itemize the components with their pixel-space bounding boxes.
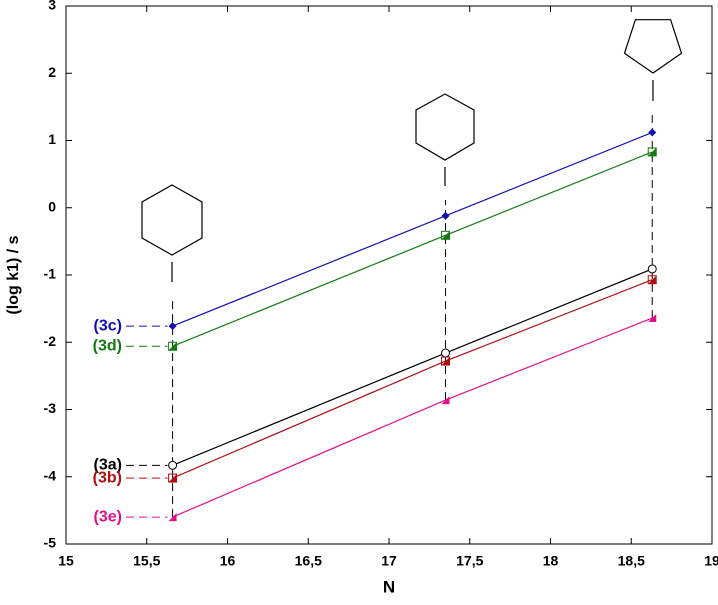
marker: [648, 128, 657, 137]
marker: [441, 211, 450, 220]
morpholine-ring: [141, 184, 203, 256]
x-tick-label: 17,5: [456, 553, 483, 569]
marker-fill: [441, 231, 450, 240]
x-tick-label: 15: [58, 553, 74, 569]
x-tick-label: 16,5: [295, 553, 322, 569]
series-label: (3b): [93, 469, 122, 486]
marker: [168, 460, 178, 470]
series-line: [172, 279, 653, 479]
series-line: [172, 151, 653, 347]
y-tick-label: -2: [44, 333, 57, 349]
marker: [168, 341, 178, 351]
marker: [441, 230, 451, 240]
x-tick-label: 19: [704, 553, 718, 569]
marker-fill: [648, 147, 657, 156]
y-tick-label: -4: [44, 467, 57, 483]
marker: [441, 396, 450, 405]
marker-fill: [648, 275, 657, 284]
y-tick-label: -5: [44, 535, 57, 551]
marker: [647, 147, 657, 157]
marker: [441, 356, 451, 366]
marker: [647, 264, 657, 274]
series-line: [172, 268, 653, 466]
y-tick-label: 0: [48, 198, 56, 214]
series-label: (3a): [94, 457, 122, 474]
series-label: (3d): [93, 338, 122, 355]
marker: [168, 513, 177, 522]
structures: [141, 19, 683, 282]
series-line: [172, 131, 653, 327]
marker: [168, 473, 178, 483]
x-tick-label: 18,5: [618, 553, 645, 569]
pyrrolidine-ring: [623, 19, 683, 74]
marker-fill: [168, 474, 177, 483]
x-tick-label: 17: [381, 553, 397, 569]
x-tick-label: 18: [543, 553, 559, 569]
y-axis-label: (log k1) / s: [5, 235, 22, 314]
marker: [648, 314, 657, 323]
series-line: [172, 317, 653, 518]
y-tick-label: 1: [48, 131, 56, 147]
x-tick-label: 16: [220, 553, 236, 569]
marker-fill: [168, 342, 177, 351]
marker: [441, 348, 451, 358]
y-tick-label: 3: [48, 0, 56, 13]
marker-fill: [441, 357, 450, 366]
x-tick-label: 15,5: [133, 553, 160, 569]
piperidine-ring: [415, 93, 475, 161]
marker: [168, 322, 177, 331]
series-label: (3c): [94, 317, 122, 334]
marker: [647, 275, 657, 285]
series-label: (3e): [94, 508, 122, 525]
plot-frame: [65, 5, 713, 545]
y-tick-label: -3: [44, 400, 57, 416]
y-tick-label: 2: [48, 64, 56, 80]
y-tick-label: -1: [44, 266, 57, 282]
x-axis-label: N: [383, 577, 395, 596]
